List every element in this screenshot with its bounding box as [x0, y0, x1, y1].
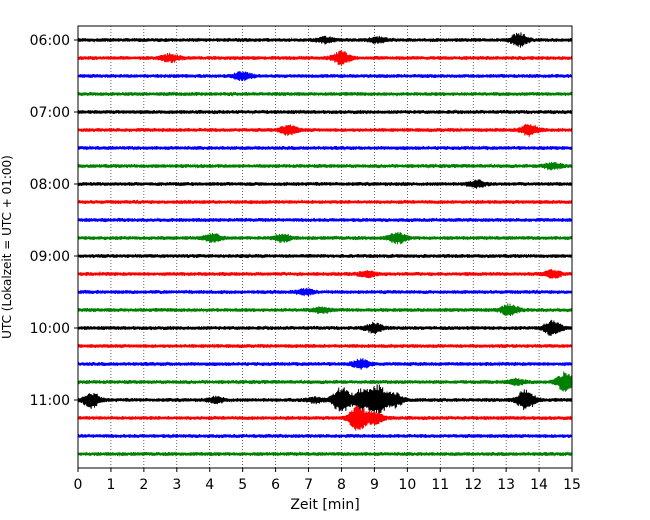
trace-line [77, 384, 573, 416]
trace-line [77, 32, 573, 48]
trace-line [77, 319, 573, 336]
x-tick-label: 15 [563, 477, 581, 493]
trace-line [77, 371, 573, 392]
plot-frame [77, 25, 573, 469]
x-tick-label: 4 [205, 477, 214, 493]
x-tick-label: 2 [139, 477, 148, 493]
trace-line [77, 269, 573, 279]
y-tick-label: 06:00 [30, 33, 70, 49]
x-tick-label: 10 [398, 477, 416, 493]
x-tick-label: 5 [238, 477, 247, 493]
trace-line [77, 287, 573, 297]
y-tick-label: 07:00 [30, 105, 70, 121]
y-ticks: 06:00 07:00 08:00 09:00 10:00 11:00 [30, 33, 78, 409]
trace-line [77, 217, 573, 224]
x-tick-label: 7 [304, 477, 313, 493]
x-tick-label: 3 [172, 477, 181, 493]
trace-line [77, 161, 573, 171]
x-tick-label: 12 [464, 477, 482, 493]
trace-line [77, 303, 573, 317]
y-tick-label: 08:00 [30, 177, 70, 193]
y-tick-label: 10:00 [30, 321, 70, 337]
trace-lines [77, 32, 573, 458]
x-tick-label: 13 [497, 477, 515, 493]
trace-line [77, 343, 573, 349]
trace-line [77, 358, 573, 370]
x-tick-label: 8 [337, 477, 346, 493]
x-tick-label: 1 [106, 477, 115, 493]
trace-line [77, 179, 573, 189]
trace-line [77, 451, 573, 458]
trace-line [77, 405, 573, 431]
trace-line [77, 50, 573, 66]
x-ticks: 0 1 2 3 4 5 6 7 8 9 10 11 12 13 14 15 [74, 468, 581, 493]
y-tick-label: 09:00 [30, 249, 70, 265]
x-tick-label: 9 [370, 477, 379, 493]
trace-line [77, 433, 573, 440]
trace-line [77, 71, 573, 82]
x-tick-label: 6 [271, 477, 280, 493]
y-axis-label: UTC (Lokalzeit = UTC + 01:00) [0, 155, 14, 339]
x-tick-label: 14 [530, 477, 548, 493]
x-tick-label: 0 [74, 477, 83, 493]
trace-line [77, 124, 573, 137]
trace-line [77, 198, 573, 205]
trace-line [77, 145, 573, 151]
x-axis-label: Zeit [min] [290, 497, 359, 513]
trace-line [77, 108, 573, 115]
trace-line [77, 231, 573, 245]
trace-line [77, 91, 573, 98]
trace-line [77, 253, 573, 259]
x-tick-label: 11 [431, 477, 449, 493]
y-tick-label: 11:00 [30, 393, 70, 409]
